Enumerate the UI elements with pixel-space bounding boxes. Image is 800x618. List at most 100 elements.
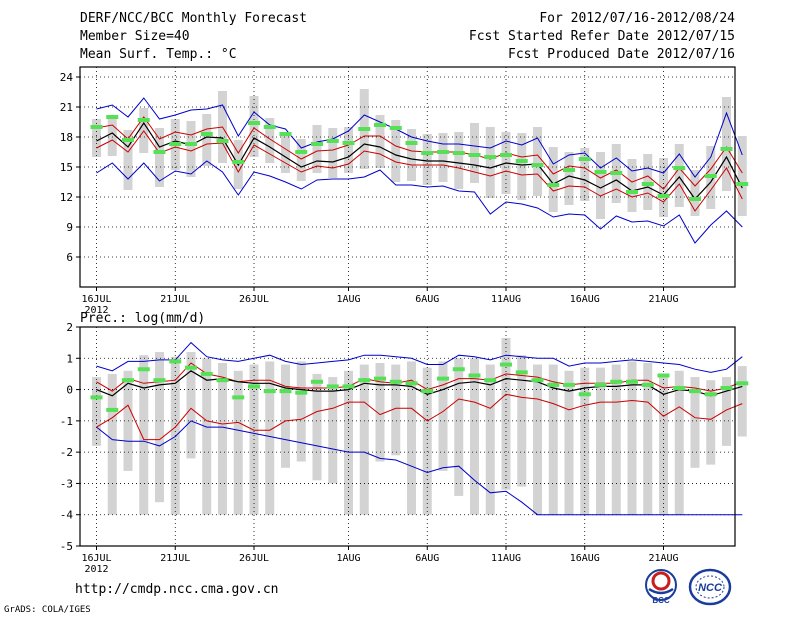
observation-marker <box>610 171 623 175</box>
x-year-label: 2012 <box>84 564 108 575</box>
observation-marker <box>137 118 150 122</box>
spread-box <box>375 115 385 168</box>
spread-box <box>580 148 590 201</box>
y-tick-label: 2 <box>66 321 73 334</box>
x-tick-label: 16AUG <box>570 294 600 305</box>
observation-marker <box>563 382 575 387</box>
observation-marker <box>263 389 276 394</box>
observation-marker <box>216 378 229 383</box>
spread-box <box>690 170 700 216</box>
spread-box <box>92 119 101 157</box>
observation-marker <box>484 378 497 383</box>
observation-marker <box>704 174 717 178</box>
spread-box <box>296 139 306 181</box>
y-tick-label: 9 <box>66 221 73 234</box>
x-tick-label: 6AUG <box>415 294 439 305</box>
spread-box <box>690 377 700 468</box>
y-tick-label: 0 <box>66 384 73 397</box>
observation-marker <box>641 382 654 387</box>
observation-marker <box>153 150 166 154</box>
observation-marker <box>547 382 560 387</box>
observation-marker <box>563 168 575 172</box>
observation-marker <box>437 376 449 381</box>
y-tick-label: 18 <box>60 131 73 144</box>
observation-marker <box>374 376 386 381</box>
observation-marker <box>185 142 197 146</box>
chart-title: DERF/NCC/BCC Monthly Forecast <box>80 11 307 26</box>
x-tick-label: 1AUG <box>336 294 360 305</box>
spread-box <box>407 361 416 515</box>
observation-marker <box>90 125 103 129</box>
plot-frame <box>79 66 736 288</box>
observation-marker <box>279 389 292 394</box>
observation-marker <box>437 150 449 154</box>
observation-marker <box>468 373 481 378</box>
spread-box <box>454 132 464 189</box>
series-q25-line <box>96 393 743 441</box>
series-mean-line <box>96 370 743 397</box>
observation-marker <box>122 138 134 142</box>
x-year-label: 2012 <box>84 305 108 316</box>
observation-marker <box>248 384 260 389</box>
y-tick-label: -4 <box>60 509 74 522</box>
plot-frame <box>79 326 736 547</box>
spread-box <box>107 115 117 156</box>
y-tick-label: 12 <box>60 191 73 204</box>
observation-marker <box>374 123 386 127</box>
observation-marker <box>547 183 560 187</box>
y-tick-label: -3 <box>60 477 73 490</box>
observation-marker <box>169 359 182 364</box>
spread-box <box>627 159 637 212</box>
observation-marker <box>169 142 182 146</box>
observation-marker <box>626 190 638 194</box>
spread-box <box>265 361 275 515</box>
observation-marker <box>232 160 245 164</box>
y-tick-label: -1 <box>60 415 73 428</box>
x-tick-label: 21AUG <box>648 553 678 564</box>
series-max-line <box>96 341 743 373</box>
ncc-logo-text: NCC <box>698 582 723 594</box>
observation-marker <box>389 379 402 384</box>
spread-box <box>564 370 574 515</box>
spread-box <box>186 352 196 459</box>
spread-box <box>674 370 684 515</box>
observation-marker <box>295 150 308 154</box>
observation-marker <box>641 182 654 186</box>
bcc-logo: BCC <box>645 569 677 605</box>
spread-box <box>265 118 275 163</box>
observation-marker <box>342 384 355 389</box>
observation-marker <box>122 378 134 383</box>
observation-marker <box>326 384 339 389</box>
observation-marker <box>578 392 591 397</box>
spread-box <box>643 362 653 515</box>
spread-box <box>344 127 353 173</box>
forecast-range: For 2012/07/16-2012/08/24 <box>539 11 735 26</box>
spread-box <box>548 364 558 515</box>
spread-box <box>659 373 668 515</box>
series-max-line <box>96 97 743 178</box>
y-tick-label: 6 <box>66 251 73 264</box>
observation-marker <box>342 141 355 145</box>
bcc-logo-text: BCC <box>652 596 670 605</box>
observation-marker <box>673 386 686 391</box>
variable-label: Mean Surf. Temp.: °C <box>80 47 237 62</box>
x-tick-label: 16JUL <box>81 553 111 564</box>
observation-marker <box>578 157 591 161</box>
observation-marker <box>657 194 670 198</box>
spread-box <box>596 152 605 219</box>
series-q25-line <box>96 130 743 212</box>
x-tick-label: 26JUL <box>239 553 269 564</box>
spread-box <box>391 364 401 456</box>
observation-marker <box>137 367 150 372</box>
spread-box <box>596 367 605 515</box>
spread-box <box>533 364 542 515</box>
spread-box <box>249 96 259 157</box>
observation-marker <box>452 151 465 155</box>
spread-box <box>202 114 212 166</box>
spread-box <box>233 370 243 515</box>
website-url[interactable]: http://cmdp.ncc.cma.gov.cn <box>75 582 279 597</box>
series-min-line <box>96 160 743 244</box>
spread-box <box>155 352 164 503</box>
observation-marker <box>421 389 434 394</box>
